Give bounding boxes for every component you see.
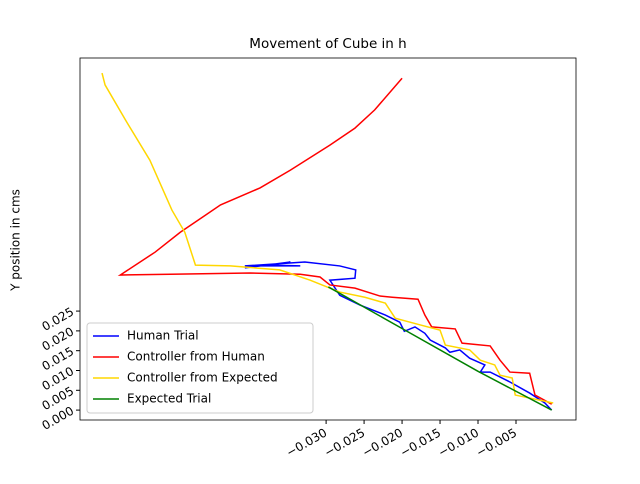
- series-line: [244, 261, 553, 411]
- legend-box: [86, 322, 314, 414]
- series-line: [117, 77, 553, 405]
- series-line: [101, 72, 554, 404]
- legend-label: Expected Trial: [127, 392, 211, 406]
- legend-label: Controller from Expected: [127, 371, 278, 385]
- legend-label: Controller from Human: [127, 350, 265, 364]
- y-axis-label: Y position in cms: [9, 189, 23, 292]
- chart-title: Movement of Cube in h: [249, 36, 406, 52]
- series-line: [328, 286, 553, 411]
- legend-label: Human Trial: [127, 329, 199, 343]
- plot-frame: [79, 57, 577, 421]
